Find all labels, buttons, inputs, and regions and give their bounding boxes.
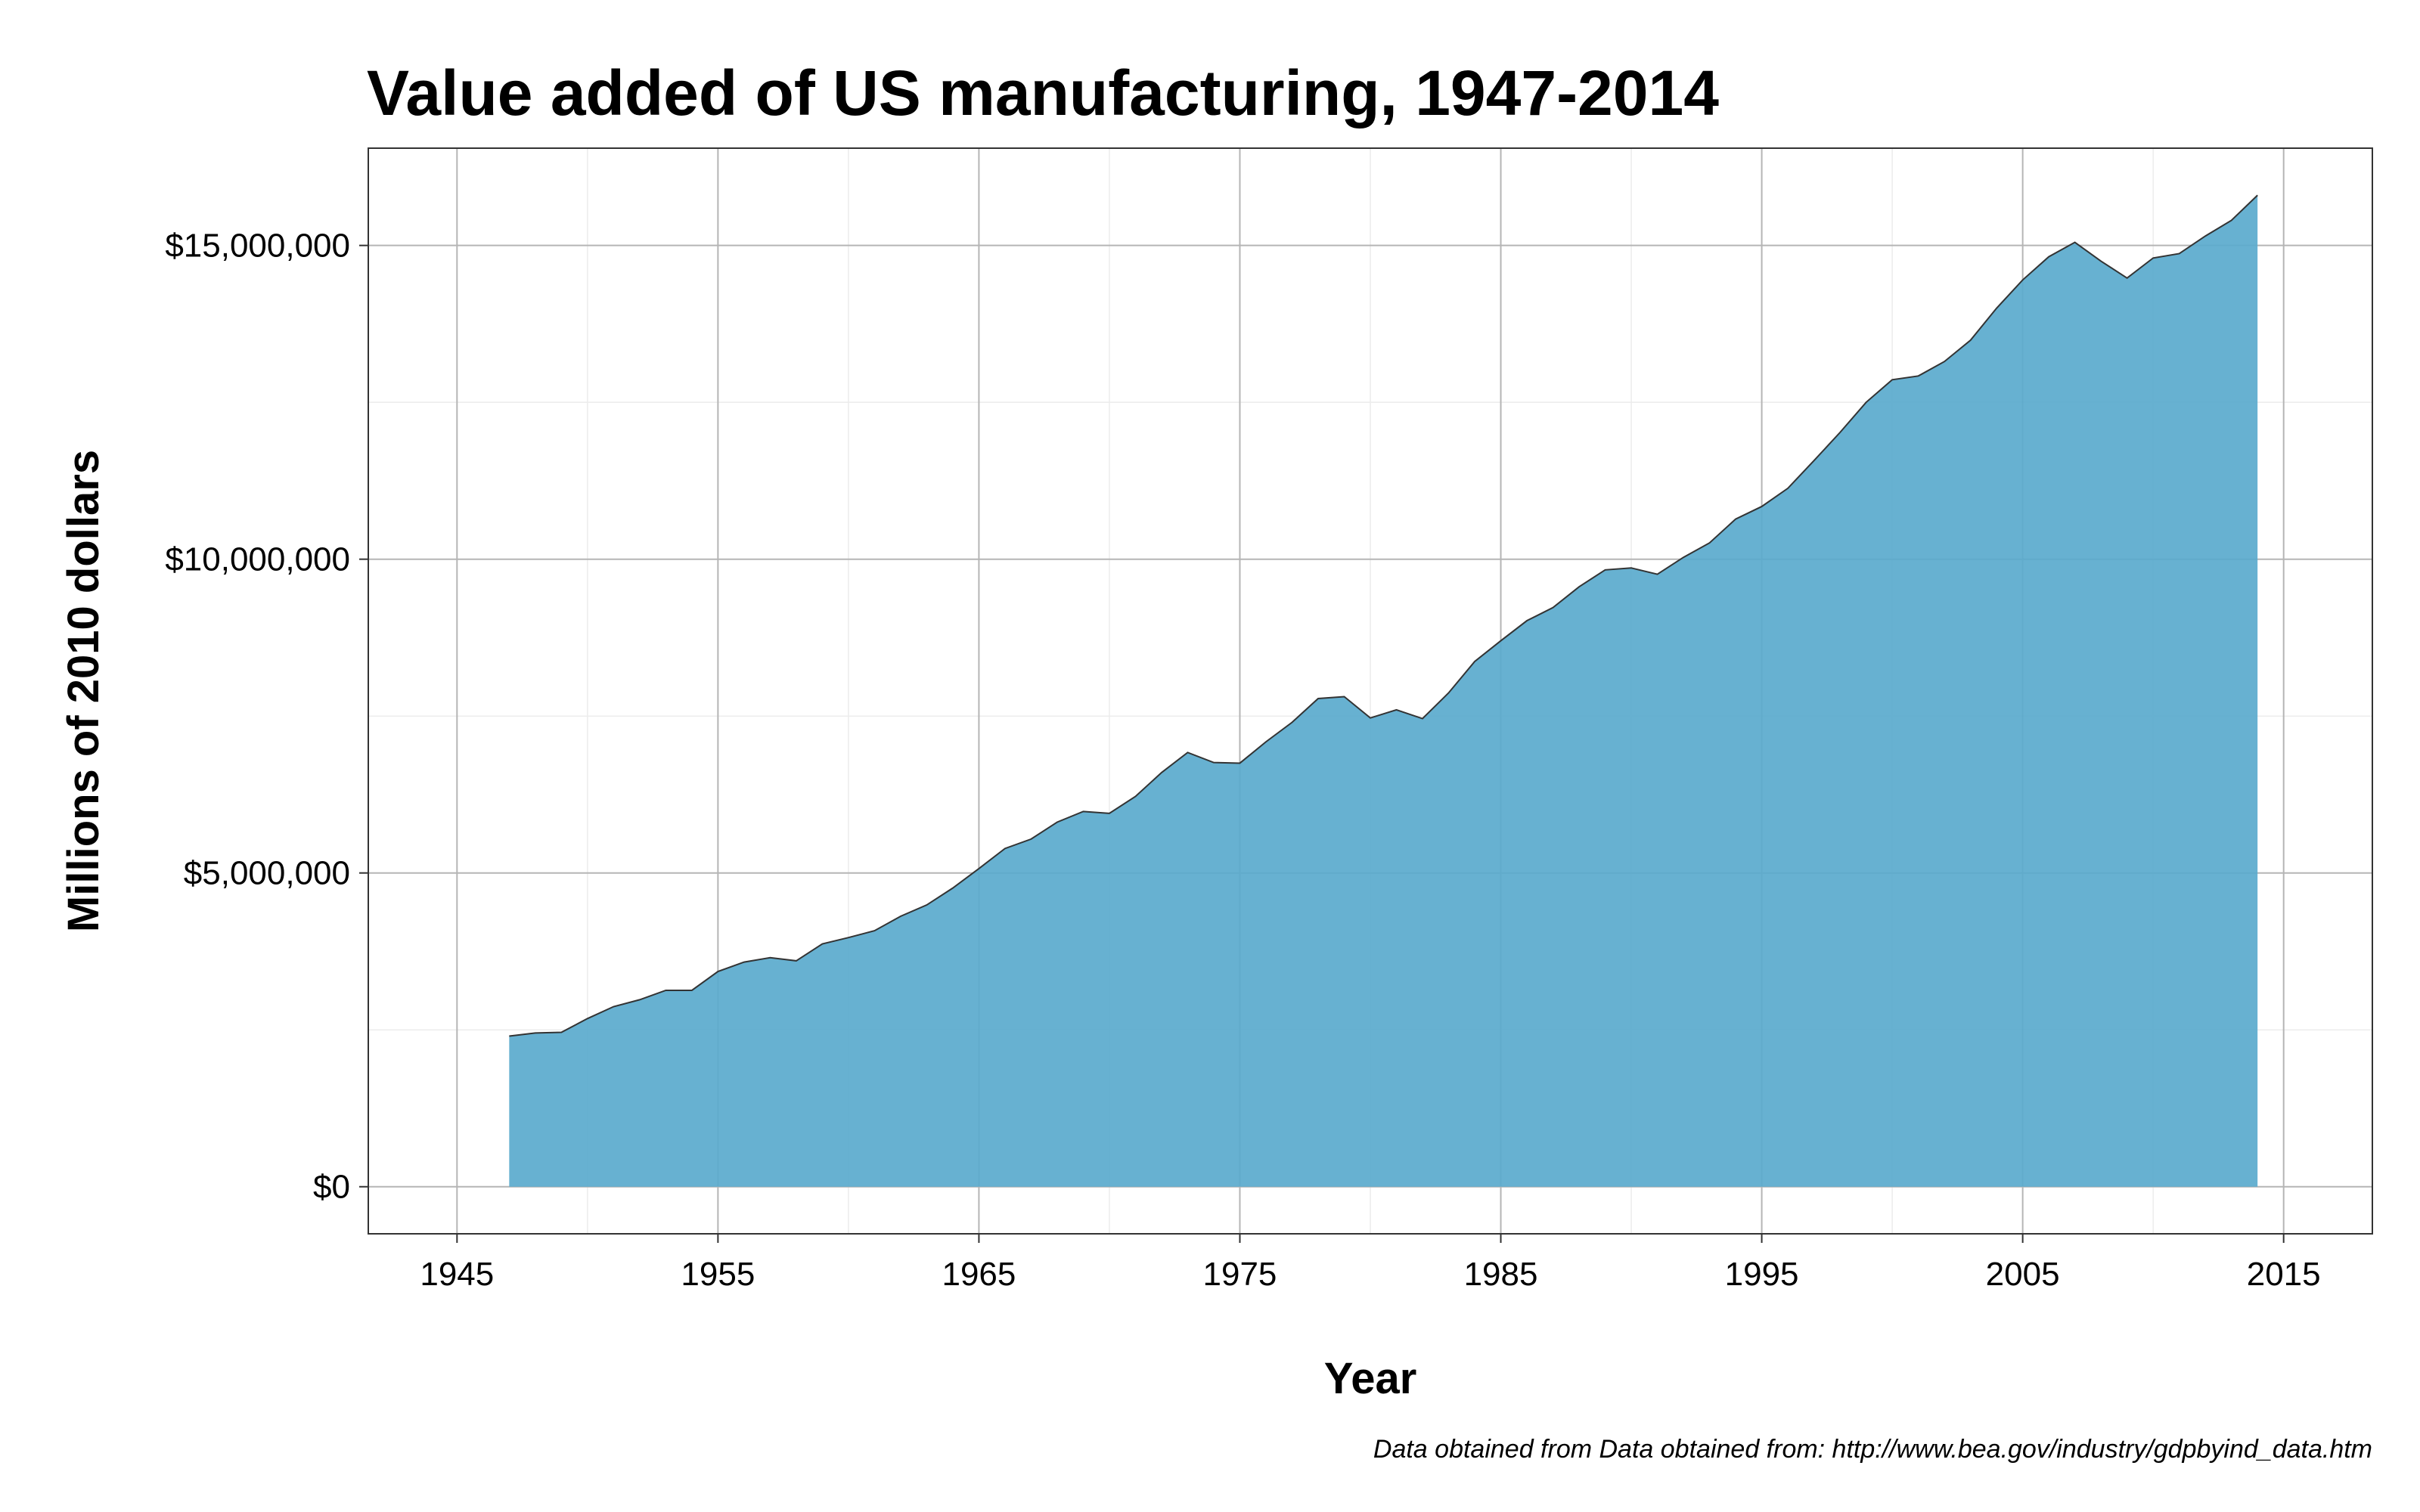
area-fill (509, 195, 2258, 1187)
y-tick-label: $5,000,000 (184, 855, 350, 892)
x-tick-label: 1965 (942, 1256, 1016, 1293)
x-tick-label: 2005 (1986, 1256, 2060, 1293)
y-tick-label: $10,000,000 (165, 541, 350, 578)
y-tick-label: $0 (313, 1169, 350, 1206)
plot-panel-border (368, 147, 2373, 1235)
area-layer (509, 194, 2258, 1187)
chart-caption: Data obtained from Data obtained from: h… (1373, 1435, 2372, 1464)
y-axis: $0 $5,000,000 $10,000,000 $15,000,000 (165, 228, 368, 1206)
x-tick-label: 1975 (1203, 1256, 1277, 1293)
x-tick-label: 1985 (1464, 1256, 1538, 1293)
x-tick-label: 1945 (420, 1256, 494, 1293)
area-line (509, 194, 2258, 1037)
y-axis-title: Millions of 2010 dollars (59, 450, 108, 932)
x-axis-title: Year (1324, 1354, 1417, 1403)
x-axis: 1945 1955 1965 1975 1985 1995 2005 2015 (420, 1234, 2321, 1293)
x-tick-label: 1955 (681, 1256, 755, 1293)
x-tick-label: 1995 (1725, 1256, 1799, 1293)
y-tick-label: $15,000,000 (165, 228, 350, 265)
chart-title: Value added of US manufacturing, 1947-20… (367, 57, 1719, 129)
x-tick-label: 2015 (2247, 1256, 2321, 1293)
